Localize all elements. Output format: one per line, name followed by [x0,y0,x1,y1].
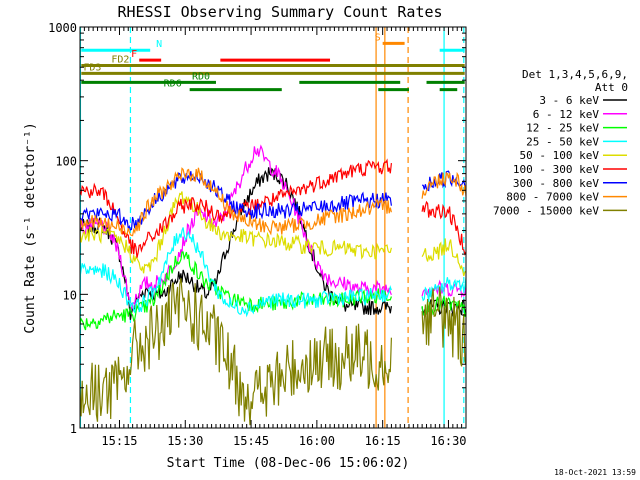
mode-marker-label: S [375,32,381,43]
generated-timestamp: 18-Oct-2021 13:59 [554,468,636,477]
mode-marker-label: RD0 [192,71,210,82]
series-line [80,227,466,318]
legend-item-label: 50 - 100 keV [520,149,600,162]
legend-item-label: 12 - 25 keV [526,122,599,135]
legend-title-attenuator: Att 0 [595,81,628,94]
legend-item-label: 3 - 6 keV [539,94,599,107]
legend-title-detectors: Det 1,3,4,5,6,9, [522,68,628,81]
x-tick-label: 16:30 [430,434,466,448]
series-line [80,278,466,426]
mode-marker-label: N [156,39,162,50]
mode-marker-label: F [131,49,137,60]
y-tick-label: 1 [70,422,77,436]
legend-item-label: 25 - 50 keV [526,135,599,148]
y-tick-label: 100 [55,155,77,169]
x-tick-label: 16:00 [299,434,335,448]
plot-area: N F S FD2 FD3 RD0 RD6 [80,27,466,428]
legend-item-label: 6 - 12 keV [533,108,600,121]
legend-item-label: 100 - 300 keV [513,163,599,176]
y-axis: 1 10 100 1000 [48,21,466,436]
mode-marker-label: RD6 [164,79,182,90]
legend-item-label: 300 - 800 keV [513,177,599,190]
x-axis-label: Start Time (08-Dec-06 15:06:02) [167,456,410,471]
x-axis: 15:15 15:30 15:45 16:00 16:15 16:30 [79,27,467,448]
legend-item-label: 7000 - 15000 keV [493,204,599,217]
mode-marker-label: FD3 [83,62,101,73]
legend-item-label: 800 - 7000 keV [506,191,599,204]
y-tick-label: 10 [63,288,77,302]
x-tick-label: 15:15 [101,434,137,448]
x-tick-label: 15:45 [233,434,269,448]
y-axis-label: Count Rate (s⁻¹ detector⁻¹) [23,122,38,333]
series-line [80,191,466,277]
x-tick-label: 15:30 [167,434,203,448]
mode-marker-label: FD2 [111,55,129,66]
y-tick-label: 1000 [48,21,77,35]
series-line [80,167,466,237]
chart-title: RHESSI Observing Summary Count Rates [117,3,442,21]
x-tick-label: 16:15 [365,434,401,448]
